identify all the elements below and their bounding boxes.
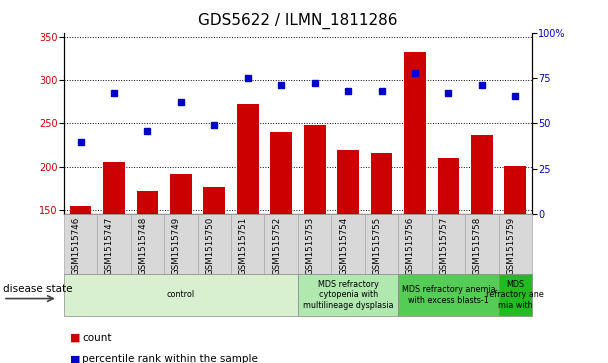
Text: MDS refractory
cytopenia with
multilineage dysplasia: MDS refractory cytopenia with multilinea…	[303, 280, 393, 310]
Text: GSM1515759: GSM1515759	[506, 217, 515, 275]
Bar	[465, 214, 499, 274]
Bar	[432, 214, 465, 274]
Text: MDS
refractory ane
mia with: MDS refractory ane mia with	[486, 280, 544, 310]
Bar	[271, 132, 292, 339]
Bar	[131, 214, 164, 274]
Text: GSM1515751: GSM1515751	[239, 217, 248, 276]
Bar	[198, 214, 231, 274]
Bar	[298, 274, 398, 316]
Text: disease state: disease state	[3, 285, 72, 294]
Bar	[231, 214, 264, 274]
Text: GSM1515758: GSM1515758	[473, 217, 482, 276]
Bar	[499, 274, 532, 316]
Text: GSM1515746: GSM1515746	[72, 217, 80, 276]
Text: percentile rank within the sample: percentile rank within the sample	[82, 354, 258, 363]
Bar	[237, 105, 258, 339]
Bar	[371, 153, 392, 339]
Text: ■: ■	[70, 333, 80, 343]
Bar	[499, 214, 532, 274]
Bar	[398, 214, 432, 274]
Text: GSM1515748: GSM1515748	[139, 217, 147, 276]
Bar	[103, 162, 125, 339]
Bar	[337, 150, 359, 339]
Bar	[264, 214, 298, 274]
Text: GSM1515754: GSM1515754	[339, 217, 348, 276]
Bar	[298, 214, 331, 274]
Text: GSM1515750: GSM1515750	[206, 217, 214, 276]
Bar	[438, 158, 459, 339]
Text: GSM1515756: GSM1515756	[406, 217, 415, 276]
Text: ■: ■	[70, 354, 80, 363]
Bar	[164, 214, 198, 274]
Bar	[304, 125, 325, 339]
Bar	[137, 191, 158, 339]
Bar	[471, 135, 492, 339]
Bar	[170, 174, 192, 339]
Text: GSM1515757: GSM1515757	[440, 217, 448, 276]
Text: GSM1515747: GSM1515747	[105, 217, 114, 276]
Text: GDS5622 / ILMN_1811286: GDS5622 / ILMN_1811286	[198, 13, 398, 29]
Text: control: control	[167, 290, 195, 299]
Text: MDS refractory anemia
with excess blasts-1: MDS refractory anemia with excess blasts…	[402, 285, 495, 305]
Text: GSM1515753: GSM1515753	[306, 217, 315, 276]
Bar	[404, 52, 426, 339]
Bar	[64, 214, 97, 274]
Text: GSM1515755: GSM1515755	[373, 217, 382, 276]
Bar	[97, 214, 131, 274]
Text: GSM1515749: GSM1515749	[172, 217, 181, 275]
Bar	[398, 274, 499, 316]
Bar	[331, 214, 365, 274]
Text: count: count	[82, 333, 112, 343]
Text: GSM1515752: GSM1515752	[272, 217, 281, 276]
Bar	[70, 205, 91, 339]
Bar	[64, 274, 298, 316]
Bar	[365, 214, 398, 274]
Bar	[505, 166, 526, 339]
Bar	[204, 187, 225, 339]
